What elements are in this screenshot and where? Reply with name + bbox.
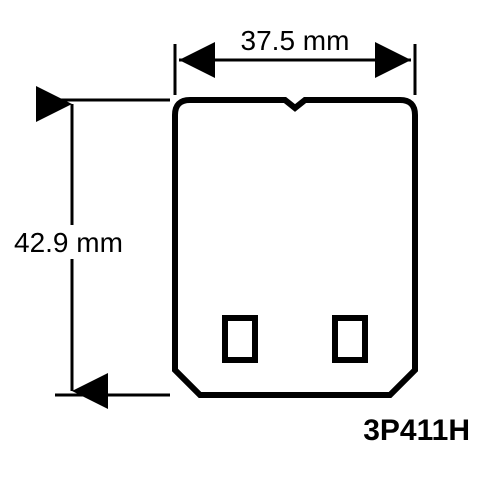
dimension-diagram: 37.5 mm 42.9 mm 3P411H xyxy=(0,0,500,500)
part-outline xyxy=(175,100,415,395)
slot-left xyxy=(225,318,255,360)
slot-right xyxy=(335,318,365,360)
height-dimension-label: 42.9 mm xyxy=(14,227,123,258)
part-number-label: 3P411H xyxy=(363,414,470,447)
width-dimension-label: 37.5 mm xyxy=(241,25,350,56)
